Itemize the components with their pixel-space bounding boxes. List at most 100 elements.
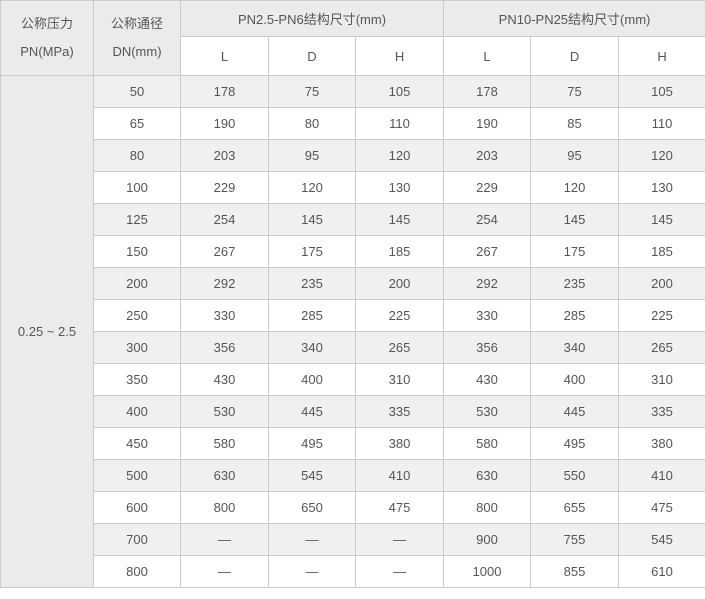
dn-cell: 400 (93, 395, 181, 428)
dimension-cell: 120 (354, 139, 445, 172)
dn-cell: 800 (93, 555, 181, 588)
dimension-cell: 267 (443, 235, 532, 268)
dimension-cell: 380 (354, 427, 445, 460)
table-row: 125 254 145 145 254 145 145 (1, 203, 705, 236)
dimension-cell: 185 (618, 235, 705, 268)
nominal-diameter-unit: DN(mm) (112, 44, 162, 59)
dimension-cell: — (268, 523, 356, 556)
dimension-cell: 430 (443, 363, 532, 396)
dimension-cell: 229 (180, 171, 269, 204)
dn-cell: 700 (93, 523, 181, 556)
dimension-cell: 145 (268, 203, 356, 236)
dn-cell: 450 (93, 427, 181, 460)
dimension-cell: 580 (443, 427, 532, 460)
dimension-cell: 310 (354, 363, 445, 396)
nominal-pressure-unit: PN(MPa) (20, 44, 74, 59)
dimension-cell: 95 (268, 139, 356, 172)
dimension-cell: 130 (618, 171, 705, 204)
dimension-cell: 185 (354, 235, 445, 268)
dn-cell: 500 (93, 459, 181, 492)
table-row: 800— — —1000 855 610 (1, 555, 705, 588)
header-nominal-pressure: 公称压力 PN(MPa) (0, 0, 94, 76)
dimension-cell: 229 (443, 171, 532, 204)
dimension-cell: 265 (618, 331, 705, 364)
dimension-cell: 105 (354, 75, 445, 108)
dimension-cell: 225 (354, 299, 445, 332)
table-row: 400 530 445 335 530 445 335 (1, 395, 705, 428)
dimension-cell: 630 (180, 459, 269, 492)
table-header: 公称压力 PN(MPa) 公称通径 DN(mm) PN2.5-PN6结构尺寸(m… (0, 0, 705, 76)
dimension-cell: 530 (443, 395, 532, 428)
table-row: 150 267 175 185 267 175 185 (1, 235, 705, 268)
dimension-cell: 254 (180, 203, 269, 236)
dimension-cell: 356 (443, 331, 532, 364)
header-group-pn10-pn25: PN10-PN25结构尺寸(mm) (443, 0, 705, 38)
table-row: 600 800 650 475 800 655 475 (1, 491, 705, 524)
dimension-cell: 310 (618, 363, 705, 396)
dimension-cell: 175 (530, 235, 620, 268)
dimension-cell: 550 (530, 459, 620, 492)
header-nominal-diameter: 公称通径 DN(mm) (93, 0, 181, 76)
dimension-cell: 475 (618, 491, 705, 524)
dimension-cell: 430 (180, 363, 269, 396)
dimension-cell: 225 (618, 299, 705, 332)
dimension-cell: 356 (180, 331, 269, 364)
nominal-pressure-label: 公称压力 (20, 16, 73, 31)
dimension-cell: 292 (180, 267, 269, 300)
dimension-cell: 610 (618, 555, 705, 588)
dimension-cell: 120 (530, 171, 620, 204)
dimension-cell: 175 (268, 235, 356, 268)
dimension-cell: 254 (443, 203, 532, 236)
subheader-H-1: H (354, 36, 445, 76)
dimension-cell: 120 (618, 139, 705, 172)
dimension-cell: 330 (180, 299, 269, 332)
table-row: 0.25 ~ 2.5 50 178 75 105 178 75 105 (0, 75, 705, 588)
header-group-pn2_5-pn6: PN2.5-PN6结构尺寸(mm) (179, 0, 445, 38)
dimension-cell: 495 (530, 427, 620, 460)
dimension-cell: 85 (530, 107, 620, 140)
dimension-cell: 410 (354, 459, 445, 492)
dn-cell: 125 (93, 203, 181, 236)
dimension-cell: 178 (180, 75, 269, 108)
dimension-cell: 200 (354, 267, 445, 300)
dimension-cell: 445 (530, 395, 620, 428)
dimension-cell: — (354, 555, 445, 588)
dimension-cell: 285 (268, 299, 356, 332)
dimension-cell: — (180, 523, 269, 556)
dn-cell: 250 (93, 299, 181, 332)
dimension-cell: 190 (443, 107, 532, 140)
dimension-cell: — (180, 555, 269, 588)
dimension-cell: 75 (268, 75, 356, 108)
table-row: 200 292 235 200 292 235 200 (1, 267, 705, 300)
table-row: 450 580 495 380 580 495 380 (1, 427, 705, 460)
dimension-cell: 145 (618, 203, 705, 236)
dimension-cell: 190 (180, 107, 269, 140)
subheader-H-2: H (618, 36, 705, 76)
dn-cell: 50 (93, 75, 181, 108)
dimension-cell: 105 (618, 75, 705, 108)
dimension-cell: 203 (443, 139, 532, 172)
pn-range-cell: 0.25 ~ 2.5 (0, 75, 94, 588)
dimension-cell: — (354, 523, 445, 556)
dimension-cell: 530 (180, 395, 269, 428)
dimension-cell: 410 (618, 459, 705, 492)
subheader-D-2: D (530, 36, 620, 76)
table-row: 350 430 400 310 430 400 310 (1, 363, 705, 396)
dn-cell: 65 (93, 107, 181, 140)
dimension-cell: 900 (443, 523, 532, 556)
table-row: 700— — —900 755 545 (1, 523, 705, 556)
dimension-cell: 400 (530, 363, 620, 396)
dimension-cell: 580 (180, 427, 269, 460)
dn-cell: 100 (93, 171, 181, 204)
table-row: 100 229 120 130 229 120 130 (1, 171, 705, 204)
dimension-cell: 203 (180, 139, 269, 172)
dimension-cell: 380 (618, 427, 705, 460)
dimension-cell: 110 (354, 107, 445, 140)
dimension-cell: 285 (530, 299, 620, 332)
dimension-cell: 235 (530, 267, 620, 300)
dimension-cell: 330 (443, 299, 532, 332)
dimension-cell: 145 (354, 203, 445, 236)
dimension-cell: 120 (268, 171, 356, 204)
